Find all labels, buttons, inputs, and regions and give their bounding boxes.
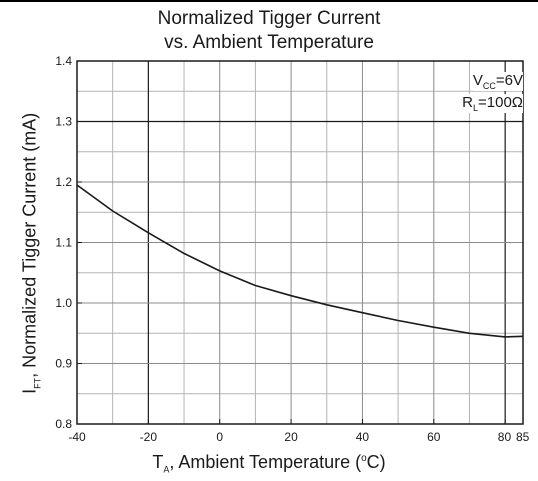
rl-value: =100Ω: [478, 94, 523, 111]
y-tick-label: 1.0: [55, 296, 72, 310]
y-axis-label-subscript: FT: [32, 377, 43, 389]
y-axis-label: IFT, Normalized Tigger Current (mA): [20, 73, 43, 433]
rl-subscript: L: [472, 103, 478, 113]
condition-vcc: VCC=6V: [472, 72, 523, 91]
y-axis-label-symbol: I: [19, 388, 40, 394]
x-tick-label: 20: [284, 430, 298, 444]
x-tick-label: 0: [216, 430, 223, 444]
x-axis-label-degree: o: [361, 453, 367, 464]
x-axis-label: TA, Ambient Temperature (oC): [0, 452, 538, 475]
condition-rl: RL=100Ω: [462, 94, 523, 113]
x-axis-label-symbol: T: [152, 452, 164, 472]
top-rule: [0, 0, 538, 2]
x-axis-label-unit: C): [366, 452, 386, 472]
x-tick-label: 60: [427, 430, 441, 444]
y-tick-label: 1.1: [55, 236, 72, 250]
y-axis-label-text: , Normalized Tigger Current (mA): [19, 112, 40, 378]
y-tick-label: 1.3: [55, 115, 72, 129]
y-tick-label: 1.2: [55, 175, 72, 189]
x-tick-label: -20: [140, 430, 158, 444]
x-tick-label: 85: [516, 430, 530, 444]
vcc-subscript: CC: [482, 81, 496, 91]
x-tick-label: 40: [356, 430, 370, 444]
rl-symbol: R: [462, 94, 473, 111]
x-axis-label-subscript: A: [163, 464, 170, 475]
chart-title-line-2: vs. Ambient Temperature: [164, 32, 374, 53]
x-tick-label: 80: [498, 430, 512, 444]
chart-title-line-1: Normalized Tigger Current: [157, 8, 381, 29]
vcc-symbol: V: [472, 72, 483, 89]
series-line: [76, 184, 524, 338]
vcc-value: =6V: [495, 72, 523, 89]
y-tick-label: 0.8: [55, 417, 72, 431]
x-axis-label-text: , Ambient Temperature (: [169, 452, 362, 472]
x-tick-label: -40: [68, 430, 86, 444]
y-tick-label: 1.4: [55, 54, 72, 68]
y-tick-label: 0.9: [55, 357, 72, 371]
